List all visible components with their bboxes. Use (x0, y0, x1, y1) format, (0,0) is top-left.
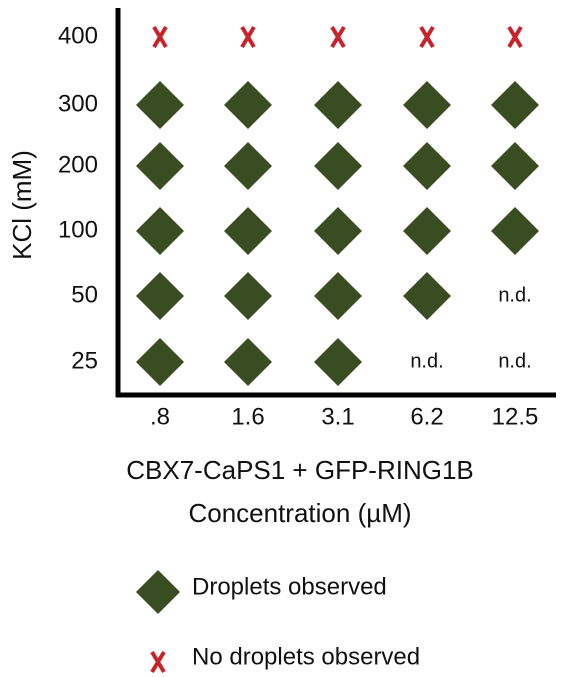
diamond-marker (224, 272, 272, 320)
diamond-marker (314, 207, 362, 255)
y-tick-label: 200 (58, 151, 98, 178)
x-tick-label: 3.1 (321, 403, 354, 430)
diamond-marker (403, 142, 451, 190)
diamond-marker (314, 338, 362, 386)
diamond-marker (136, 338, 184, 386)
diamond-marker (314, 272, 362, 320)
diamond-marker (314, 142, 362, 190)
diamond-marker (136, 142, 184, 190)
diamond-marker (224, 207, 272, 255)
x-marker (150, 650, 166, 674)
diamond-marker (136, 272, 184, 320)
x-marker (240, 25, 256, 49)
y-tick-label: 50 (71, 281, 98, 308)
diamond-marker (136, 570, 180, 614)
x-marker (507, 25, 523, 49)
x-axis-title: CBX7-CaPS1 + GFP-RING1B (126, 455, 474, 485)
diamond-marker (491, 81, 539, 129)
diamond-marker (491, 142, 539, 190)
y-tick-label: 25 (71, 347, 98, 374)
legend-label: Droplets observed (192, 573, 387, 600)
diamond-marker (224, 338, 272, 386)
x-axis-title: Concentration (µM) (188, 498, 411, 528)
annotation: n.d. (410, 350, 443, 372)
y-axis-title: KCl (mM) (7, 150, 37, 260)
x-marker (330, 25, 346, 49)
annotation: n.d. (498, 284, 531, 306)
diamond-marker (136, 81, 184, 129)
diamond-marker (224, 81, 272, 129)
x-marker (419, 25, 435, 49)
x-tick-label: 1.6 (231, 403, 264, 430)
legend-label: No droplets observed (192, 643, 420, 670)
annotation: n.d. (498, 350, 531, 372)
diamond-marker (403, 207, 451, 255)
diamond-marker (491, 207, 539, 255)
x-marker (152, 25, 168, 49)
x-tick-label: 12.5 (492, 403, 539, 430)
diamond-marker (136, 207, 184, 255)
y-tick-label: 400 (58, 22, 98, 49)
diamond-marker (403, 272, 451, 320)
x-tick-label: .8 (150, 403, 170, 430)
y-tick-label: 100 (58, 216, 98, 243)
x-tick-label: 6.2 (410, 403, 443, 430)
diamond-marker (224, 142, 272, 190)
y-tick-label: 300 (58, 90, 98, 117)
diamond-marker (403, 81, 451, 129)
diamond-marker (314, 81, 362, 129)
